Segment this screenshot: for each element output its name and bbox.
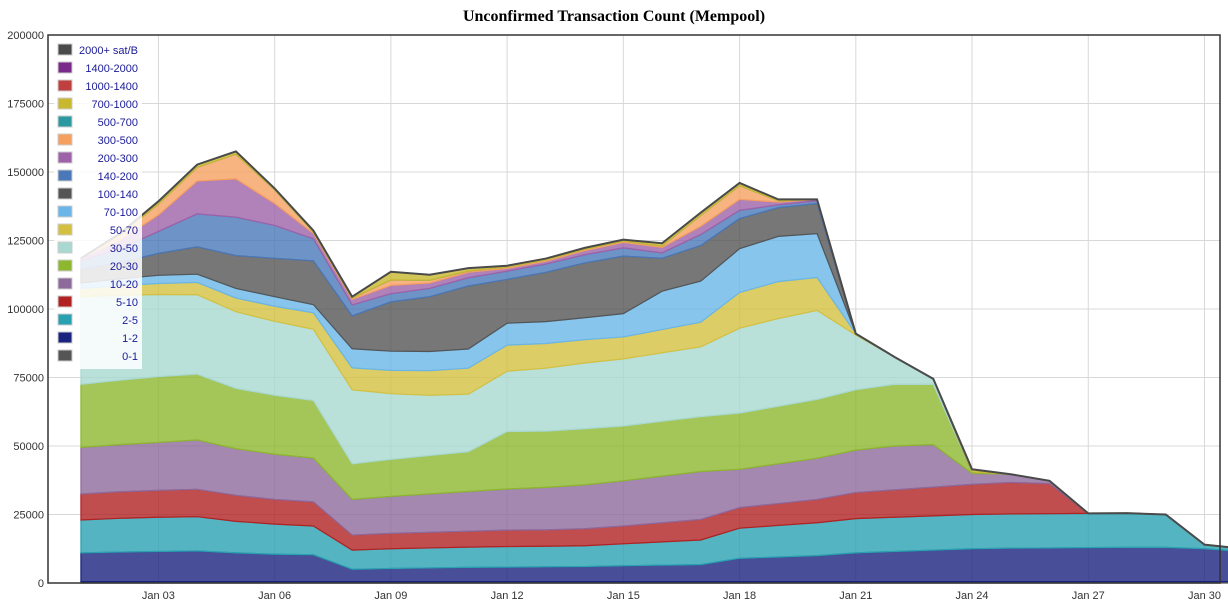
legend-swatch-50-70 bbox=[57, 223, 73, 236]
legend-swatch-1-2 bbox=[57, 331, 73, 344]
legend-label-50-70: 50-70 bbox=[110, 225, 138, 237]
legend-swatch-2-5 bbox=[57, 313, 73, 326]
legend-swatch-5-10 bbox=[57, 295, 73, 308]
legend-label-0-1: 0-1 bbox=[122, 351, 138, 363]
plot-border bbox=[47, 34, 1221, 584]
legend-label-10-20: 10-20 bbox=[110, 279, 138, 291]
x-tick-label: Jan 15 bbox=[607, 590, 640, 602]
y-tick-label: 25000 bbox=[13, 510, 44, 522]
legend-swatch-300-500 bbox=[57, 133, 73, 146]
y-tick-label: 75000 bbox=[13, 373, 44, 385]
legend-swatch-2000-sat-b bbox=[57, 43, 73, 56]
legend-label-2000-sat-b: 2000+ sat/B bbox=[79, 45, 138, 57]
x-tick-label: Jan 06 bbox=[258, 590, 291, 602]
legend-label-5-10: 5-10 bbox=[116, 297, 138, 309]
chart-title: Unconfirmed Transaction Count (Mempool) bbox=[462, 8, 766, 25]
legend-label-140-200: 140-200 bbox=[98, 171, 138, 183]
legend-label-20-30: 20-30 bbox=[110, 261, 138, 273]
legend-label-1-2: 1-2 bbox=[122, 333, 138, 345]
y-tick-label: 100000 bbox=[7, 304, 44, 316]
legend-swatch-0-1 bbox=[57, 349, 73, 362]
legend-swatch-1400-2000 bbox=[57, 61, 73, 74]
legend-swatch-700-1000 bbox=[57, 97, 73, 110]
y-tick-label: 50000 bbox=[13, 441, 44, 453]
legend-label-2-5: 2-5 bbox=[122, 315, 138, 327]
legend-swatch-200-300 bbox=[57, 151, 73, 164]
legend-label-30-50: 30-50 bbox=[110, 243, 138, 255]
legend-label-70-100: 70-100 bbox=[104, 207, 138, 219]
y-tick-label: 200000 bbox=[7, 30, 44, 42]
x-tick-label: Jan 12 bbox=[491, 590, 524, 602]
legend-label-500-700: 500-700 bbox=[98, 117, 138, 129]
total-outline bbox=[80, 150, 1228, 549]
x-tick-label: Jan 09 bbox=[374, 590, 407, 602]
y-tick-label: 150000 bbox=[7, 167, 44, 179]
legend-swatch-20-30 bbox=[57, 259, 73, 272]
legend-label-300-500: 300-500 bbox=[98, 135, 138, 147]
legend-swatch-140-200 bbox=[57, 169, 73, 182]
y-tick-label: 125000 bbox=[7, 236, 44, 248]
legend-swatch-10-20 bbox=[57, 277, 73, 290]
legend-label-1400-2000: 1400-2000 bbox=[85, 63, 138, 75]
legend-swatch-500-700 bbox=[57, 115, 73, 128]
x-tick-label: Jan 30 bbox=[1188, 590, 1221, 602]
x-tick-label: Jan 21 bbox=[839, 590, 872, 602]
legend-label-200-300: 200-300 bbox=[98, 153, 138, 165]
y-tick-label: 0 bbox=[38, 578, 44, 590]
legend-swatch-100-140 bbox=[57, 187, 73, 200]
legend-swatch-1000-1400 bbox=[57, 79, 73, 92]
x-tick-label: Jan 27 bbox=[1072, 590, 1105, 602]
legend-swatch-30-50 bbox=[57, 241, 73, 254]
legend: 2000+ sat/B 1400-2000 1000-1400 700-1000 500… bbox=[54, 41, 142, 369]
y-tick-label: 175000 bbox=[7, 99, 44, 111]
x-tick-label: Jan 24 bbox=[956, 590, 989, 602]
legend-swatch-70-100 bbox=[57, 205, 73, 218]
x-tick-label: Jan 03 bbox=[142, 590, 175, 602]
x-tick-label: Jan 18 bbox=[723, 590, 756, 602]
legend-label-100-140: 100-140 bbox=[98, 189, 138, 201]
legend-label-1000-1400: 1000-1400 bbox=[85, 81, 138, 93]
legend-label-700-1000: 700-1000 bbox=[92, 99, 139, 111]
